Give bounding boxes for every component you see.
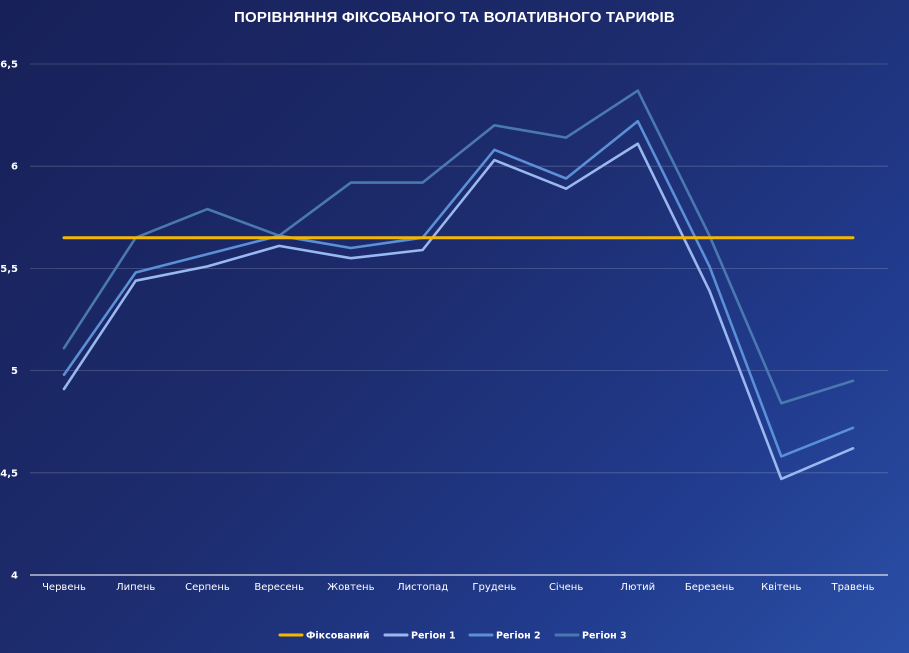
series-line-2 [62, 142, 855, 481]
legend-label: Фіксований [306, 631, 370, 642]
x-tick-label: Травень [830, 582, 874, 593]
x-tick-label: Квітень [761, 581, 801, 593]
legend-label: Регіон 3 [582, 631, 627, 642]
y-tick-label: 5,5 [0, 264, 18, 275]
x-tick-label: Лютий [620, 582, 655, 593]
x-tick-label: Жовтень [327, 582, 374, 593]
y-tick-label: 6 [11, 162, 18, 173]
x-tick-label: Січень [549, 581, 583, 593]
y-tick-label: 6,5 [0, 60, 18, 71]
y-tick-label: 5 [11, 366, 18, 377]
series-lines [62, 89, 855, 481]
chart-title: ПОРІВНЯННЯ ФІКСОВАНОГО ТА ВОЛАТИВНОГО ТА… [234, 9, 675, 26]
grid-lines [30, 63, 888, 576]
x-tick-label: Березень [685, 582, 735, 593]
legend-label: Регіон 2 [496, 631, 541, 642]
x-tick-label: Червень [42, 582, 86, 593]
x-tick-label: Листопад [397, 582, 448, 593]
x-tick-label: Серпень [185, 582, 230, 593]
x-axis-ticks: Червень Липень Серпень Вересень Жовтень Листо… [42, 581, 875, 593]
legend: Фіксований Регіон 1 Регіон 2 Регіон 3 [278, 631, 627, 642]
x-tick-label: Вересень [254, 582, 304, 593]
y-axis-ticks: 4 4,5 5 5,5 6 6,5 [0, 60, 18, 582]
series-line-3 [62, 119, 855, 458]
x-tick-label: Грудень [472, 582, 516, 593]
legend-label: Регіон 1 [411, 631, 456, 642]
series-line-4 [62, 89, 855, 405]
y-tick-label: 4 [11, 571, 18, 582]
y-tick-label: 4,5 [0, 468, 18, 479]
x-tick-label: Липень [116, 582, 155, 593]
